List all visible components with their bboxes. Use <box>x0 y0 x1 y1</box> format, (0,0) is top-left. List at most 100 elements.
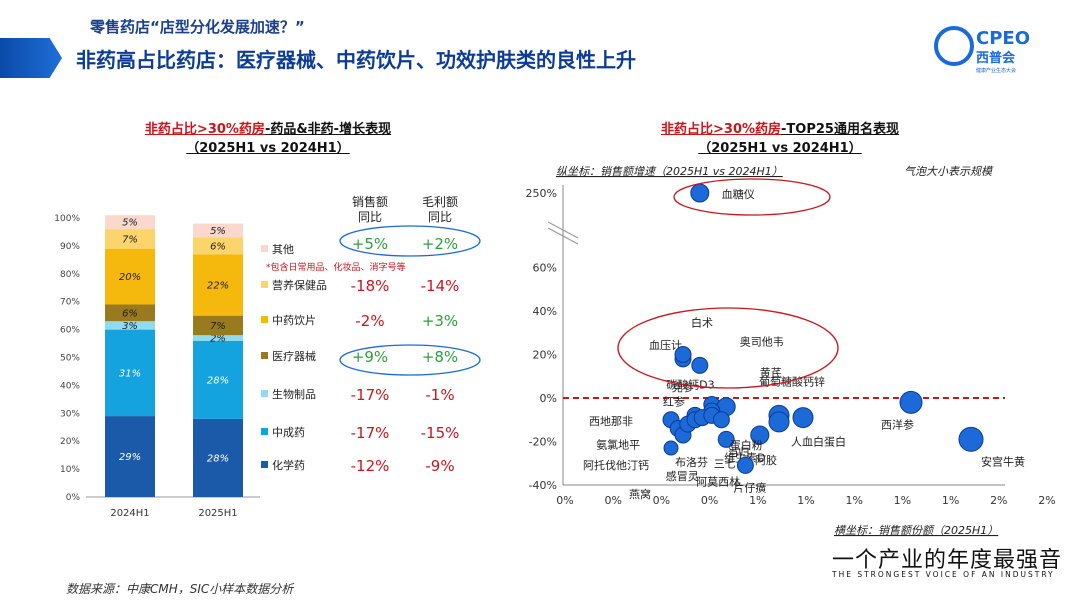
bar-x-tick-1: 2025H1 <box>198 508 237 519</box>
bubble-18 <box>717 430 735 448</box>
scatter-x-tick-4: 1% <box>749 494 766 507</box>
bar-label-1-2: 2% <box>210 333 226 344</box>
legend-label-3: 医疗器械 <box>272 349 316 363</box>
bubble-label-10: 氨氯地平 <box>596 437 640 451</box>
header-subtitle: 零售药店“店型分化发展加速？” <box>90 18 305 36</box>
legend-swatch-4 <box>261 316 268 323</box>
bar-seg-1-1 <box>193 340 243 419</box>
scatter-x-tick-9: 2% <box>990 494 1007 507</box>
right-panel-title: 非药占比>30%药房-TOP25通用名表现 （2025H1 vs 2024H1） <box>630 118 930 156</box>
bar-label-0-6: 5% <box>122 218 138 229</box>
bubble-24 <box>958 426 984 452</box>
bar-y-tick-1: 10% <box>60 465 80 475</box>
bubble-23 <box>899 390 923 414</box>
sales-yoy-2: -17% <box>351 386 390 404</box>
left-title-red: 非药占比>30%药房 <box>144 122 265 137</box>
legend-swatch-2 <box>261 390 268 397</box>
bar-label-0-4: 20% <box>119 272 141 283</box>
legend-label-0: 化学药 <box>272 458 305 472</box>
bar-label-1-5: 6% <box>210 241 226 252</box>
legend-swatch-3 <box>261 352 268 359</box>
scatter-y-tick-0: -40% <box>529 479 557 492</box>
margin-yoy-4: +3% <box>422 312 458 330</box>
scatter-y-tick-1: -20% <box>529 436 557 449</box>
bar-seg-0-4 <box>105 248 155 305</box>
bubble-label-8: 红参 <box>663 394 685 408</box>
scatter-x-tick-3: 0% <box>701 494 718 507</box>
bubble-label-3: 奥司他韦 <box>740 334 784 348</box>
sales-yoy-6: +5% <box>352 235 388 253</box>
bar-label-0-3: 6% <box>122 308 138 319</box>
bubble-label-13: 感冒灵 <box>666 470 699 483</box>
legend-label-2: 生物制品 <box>272 387 316 401</box>
bar-label-0-0: 29% <box>119 452 141 463</box>
bubble-label-1: 血压计 <box>649 338 682 352</box>
bubble-label-22: 人血白蛋白 <box>791 435 846 449</box>
bubble-label-7: 党参 <box>672 380 694 394</box>
logo-cn: 西普会 <box>976 50 1016 66</box>
axis-break-1 <box>547 221 579 239</box>
legend-swatch-1 <box>261 428 268 435</box>
legend-swatch-6 <box>261 245 268 252</box>
logo-small: 健康产业生态大会 <box>976 67 1016 74</box>
legend-swatch-0 <box>261 461 268 468</box>
left-title-rest: -药品&非药-增长表现 <box>264 122 392 137</box>
bar-seg-0-5 <box>105 229 155 249</box>
bubble-label-6: 碳酸钙D3 <box>666 378 714 392</box>
bar-y-tick-0: 0% <box>66 493 81 503</box>
margin-yoy-6: +2% <box>422 235 458 253</box>
bubble-label-11: 阿托伐他汀钙 <box>583 458 649 472</box>
tagline: 一个产业的年度最强音 <box>832 548 1063 573</box>
scatter-x-tick-7: 1% <box>894 494 911 507</box>
others-note: *包含日常用品、化妆品、消字号等 <box>266 261 406 273</box>
bar-y-tick-8: 80% <box>60 270 80 280</box>
yoy-header-0-0: 销售额 <box>352 194 388 209</box>
bubble-19 <box>750 425 770 445</box>
bubble-label-15: 阿莫西林 <box>696 475 740 489</box>
bubble-0 <box>690 183 710 203</box>
left-panel-title: 非药占比>30%药房-药品&非药-增长表现 （2025H1 vs 2024H1） <box>118 118 418 156</box>
scatter-x-tick-5: 1% <box>797 494 814 507</box>
bar-y-tick-6: 60% <box>60 326 80 336</box>
yoy-header-1-1: 同比 <box>428 210 452 224</box>
legend-swatch-5 <box>261 281 268 288</box>
scatter-y-tick-6: 250% <box>526 187 557 200</box>
bar-label-0-2: 3% <box>122 321 138 332</box>
bar-label-1-6: 5% <box>210 226 226 237</box>
x-axis-note: 横坐标：销售额份额（2025H1） <box>834 524 998 537</box>
data-source: 数据来源：中康CMH，SIC小样本数据分析 <box>66 582 294 596</box>
bar-seg-1-3 <box>193 315 243 336</box>
bar-y-tick-4: 40% <box>60 381 80 391</box>
bubble-label-0: 血糖仪 <box>722 187 755 201</box>
logo-circle-icon <box>934 26 974 66</box>
scatter-y-tick-4: 40% <box>533 305 557 318</box>
highlight-bp-group <box>617 307 839 389</box>
bubble-label-14: 布洛芬 <box>675 455 708 469</box>
bar-label-1-0: 28% <box>207 453 229 464</box>
bar-seg-0-3 <box>105 304 155 322</box>
left-title-sub: （2025H1 vs 2024H1） <box>186 141 350 156</box>
highlight-devices <box>339 344 481 376</box>
bar-seg-1-4 <box>193 254 243 316</box>
logo-text: CPEO <box>976 28 1030 49</box>
bubble-17 <box>712 411 730 429</box>
tagline-en: THE STRONGEST VOICE OF AN INDUSTRY <box>832 570 1055 579</box>
bar-label-1-1: 28% <box>207 375 229 386</box>
sales-yoy-1: -17% <box>351 424 390 442</box>
bubble-label-24: 安宫牛黄 <box>981 454 1025 468</box>
bubble-label-17: 当归 <box>727 445 749 459</box>
bar-label-0-1: 31% <box>119 368 141 379</box>
right-title-red: 非药占比>30%药房 <box>661 122 782 137</box>
margin-yoy-2: -1% <box>425 386 454 404</box>
bar-seg-1-6 <box>193 223 243 238</box>
legend-label-1: 中成药 <box>272 426 305 439</box>
bubble-2 <box>674 346 692 363</box>
bar-y-tick-9: 90% <box>60 242 80 252</box>
bubble-label-20: 片仔癀 <box>733 480 766 494</box>
legend-label-4: 中药饮片 <box>272 314 316 327</box>
sales-yoy-4: -2% <box>355 312 384 330</box>
bubble-20 <box>736 456 754 474</box>
scatter-x-tick-0: 0% <box>556 494 573 507</box>
margin-yoy-5: -14% <box>421 277 460 295</box>
